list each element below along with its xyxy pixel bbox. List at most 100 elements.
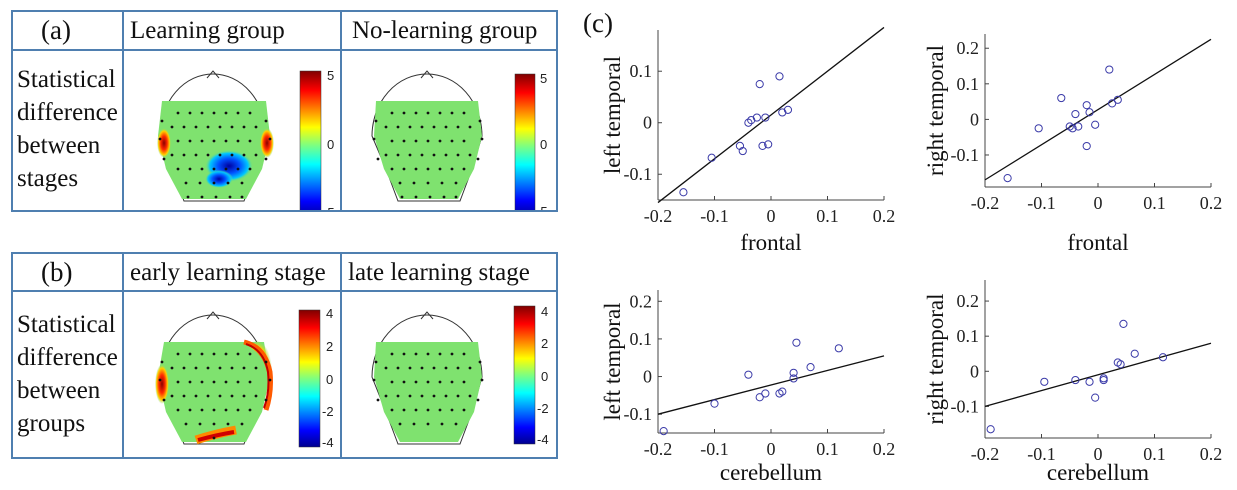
- panel-b-late-cell: 4 2 0 -2 -4: [341, 291, 557, 458]
- electrode-row: [176, 408, 252, 412]
- x-tick-label: -0.1: [1027, 193, 1056, 213]
- x-tick-label: -0.1: [700, 206, 729, 226]
- x-tick-label: 0.2: [1200, 444, 1223, 464]
- electrode-row: [176, 167, 252, 171]
- electrode-row: [390, 139, 466, 143]
- data-point: [1113, 95, 1122, 104]
- data-point: [1074, 122, 1083, 131]
- data-point: [1082, 141, 1091, 151]
- electrode-row: [398, 181, 458, 185]
- electrode-row: [384, 366, 472, 370]
- x-tick-label: 0.2: [1200, 193, 1223, 213]
- y-tick-label: 0.2: [630, 291, 653, 311]
- topomap-late-learning-stage: 4 2 0 -2 -4: [371, 304, 549, 447]
- electrode-row: [384, 125, 472, 129]
- colorbar-tick-label: -4: [322, 435, 334, 450]
- panel-b-col1-header: early learning stage: [123, 253, 341, 291]
- colorbar: [299, 70, 322, 220]
- y-tick-label: 0.1: [630, 61, 653, 81]
- y-tick-label: 0: [643, 113, 652, 133]
- colorbar-tick-label: 5: [540, 71, 547, 86]
- x-tick-label: 0.2: [873, 439, 896, 459]
- x-tick-label: -0.2: [644, 206, 673, 226]
- panel-a-no-learning-cell: 5 0 -5: [341, 50, 557, 219]
- x-axis-label: frontal: [740, 230, 801, 255]
- positive-cluster-right: [260, 128, 274, 158]
- y-axis-label: left temporal: [600, 56, 625, 174]
- y-tick-label: 0.2: [957, 291, 980, 311]
- data-point: [834, 344, 843, 353]
- electrode-row: [390, 167, 466, 171]
- panel-b-col1-label: early learning stage: [130, 259, 326, 286]
- row-label-line: between: [17, 132, 101, 159]
- electrode-row: [398, 422, 458, 426]
- y-axis-label: right temporal: [923, 45, 948, 176]
- x-axis-label: cerebellum: [1047, 460, 1149, 485]
- y-tick-label: 0.1: [630, 329, 653, 349]
- colorbar-tick-label: 4: [326, 306, 333, 321]
- data-point: [783, 105, 793, 114]
- row-label-line: difference: [17, 99, 118, 126]
- y-tick-label: 0.1: [957, 326, 980, 346]
- nose-icon: [420, 70, 434, 79]
- regression-line: [984, 342, 1212, 408]
- data-point: [1082, 101, 1091, 110]
- y-axis-label: left temporal: [600, 302, 625, 420]
- panel-a-table: (a) Learning group No-learning group Sta…: [11, 10, 558, 220]
- nose-icon: [206, 70, 220, 79]
- colorbar-tick-label: 4: [541, 304, 548, 319]
- colorbar: [298, 309, 321, 448]
- data-point: [1003, 174, 1012, 183]
- data-point: [761, 389, 770, 398]
- panel-a-label-cell: (a): [12, 11, 123, 50]
- regression-line: [657, 26, 885, 204]
- colorbar: [513, 305, 536, 445]
- data-point: [679, 188, 688, 197]
- topomap-no-learning-group: 5 0 -5: [371, 70, 548, 219]
- panel-a-learning-cell: 5 0 -5: [123, 50, 341, 220]
- electrode-row: [176, 352, 252, 356]
- colorbar-tick-label: 0: [541, 369, 548, 384]
- negative-cluster-lobe: [205, 170, 233, 188]
- data-point: [1040, 377, 1049, 386]
- electrode-row: [170, 366, 258, 370]
- colorbar-tick-label: 2: [326, 339, 333, 354]
- scalp-surface: [374, 342, 482, 442]
- electrode-row: [390, 408, 466, 412]
- panel-a-row-label-cell: Statistical difference between stages: [12, 50, 123, 211]
- data-point: [761, 113, 770, 122]
- colorbar-tick-label: 0: [327, 137, 334, 152]
- electrode-row: [384, 394, 472, 398]
- data-point: [1116, 360, 1125, 369]
- colorbar-tick-label: 2: [541, 336, 548, 351]
- data-point: [752, 113, 761, 122]
- data-point: [1071, 109, 1080, 119]
- data-point: [1034, 124, 1043, 133]
- x-tick-label: -0.1: [700, 439, 729, 459]
- data-point: [758, 141, 767, 151]
- electrode-row: [176, 111, 252, 115]
- scatter-cerebellum-left-temporal: -0.2 -0.1 0 0.1 0.20.20.10-0.1cerebellumleft…: [600, 290, 896, 485]
- data-point: [789, 368, 798, 377]
- y-tick-label: 0.2: [957, 38, 980, 58]
- y-tick-label: 0: [970, 109, 979, 129]
- x-tick-label: -0.1: [1027, 444, 1056, 464]
- row-label-line: difference: [17, 344, 118, 371]
- data-point: [1085, 377, 1094, 386]
- data-point: [1108, 99, 1117, 108]
- electrode-row: [390, 111, 466, 115]
- colorbar-tick-label: -5: [536, 204, 548, 210]
- electrode-grid: [372, 352, 484, 426]
- panel-b-early-cell: 4 2 0 -2 -4: [123, 291, 341, 458]
- regression-line: [984, 38, 1212, 181]
- y-tick-label: -0.1: [624, 164, 653, 184]
- data-point: [1091, 120, 1100, 129]
- x-tick-label: 0: [767, 439, 776, 459]
- y-tick-label: 0.1: [957, 74, 980, 94]
- x-tick-label: -0.2: [971, 444, 1000, 464]
- y-tick-label: -0.1: [951, 396, 980, 416]
- row-label-line: between: [17, 377, 101, 404]
- colorbar-tick-label: -4: [537, 432, 549, 447]
- x-tick-label: 0: [1094, 193, 1103, 213]
- data-point: [789, 374, 798, 383]
